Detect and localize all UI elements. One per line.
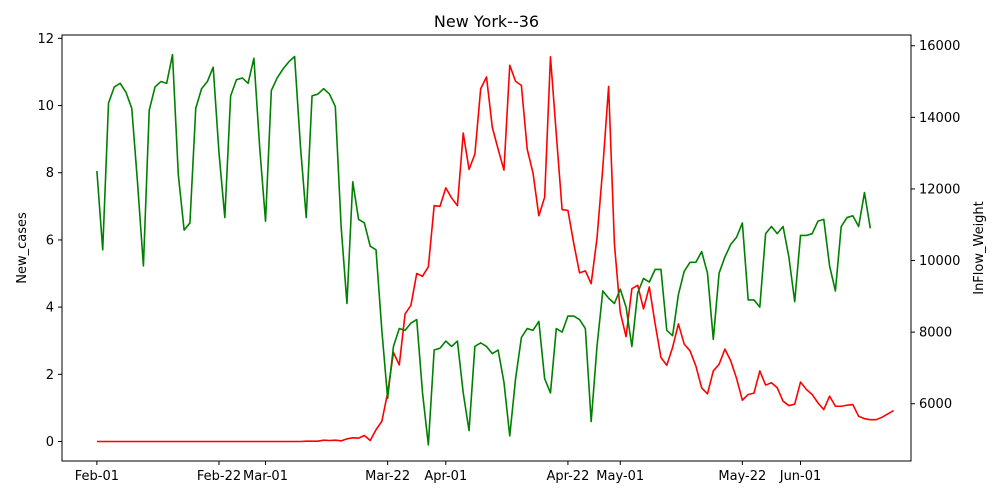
y-tick-label-right: 12000 [919, 182, 960, 197]
series-line-left-0 [96, 56, 894, 443]
plot-area [61, 34, 912, 462]
x-tick-label: Mar-22 [365, 469, 410, 484]
y-tick-label-right: 16000 [919, 39, 960, 54]
x-tick-label: Feb-22 [197, 469, 241, 484]
x-axis: Feb-01 Feb-22 Mar-01 Mar-22 Apr-01 Apr-22 May-… [75, 461, 822, 484]
x-tick-label: Apr-01 [424, 469, 467, 484]
chart-title: New York--36 [434, 12, 539, 31]
plot-frame [61, 34, 912, 462]
y-axis-left: 0 2 4 6 8 10 12 [37, 32, 62, 450]
x-tick-label: Jun-01 [779, 469, 822, 484]
y-tick-label-left: 6 [46, 233, 54, 248]
y-axis-left-title: New_cases [15, 212, 30, 284]
y-axis-right-title: InFlow_Weight [972, 201, 987, 295]
y-tick-label-left: 0 [46, 435, 54, 450]
y-tick-label-right: 10000 [919, 254, 960, 269]
x-tick-label: May-01 [596, 469, 644, 484]
y-tick-label-right: 6000 [919, 397, 952, 412]
y-tick-label-left: 10 [37, 99, 54, 114]
y-tick-label-left: 2 [46, 368, 54, 383]
y-tick-label-right: 8000 [919, 326, 952, 341]
y-tick-label-left: 4 [46, 301, 54, 316]
y-tick-label-right: 14000 [919, 111, 960, 126]
y-axis-right: 6000 8000 10000 12000 14000 16000 [911, 39, 960, 412]
x-tick-label: Apr-22 [546, 469, 589, 484]
y-tick-label-left: 8 [46, 166, 54, 181]
y-tick-label-left: 12 [37, 32, 54, 47]
series-line-right-1 [96, 53, 872, 446]
x-tick-label: Mar-01 [243, 469, 288, 484]
x-tick-label: May-22 [718, 469, 766, 484]
x-tick-label: Feb-01 [75, 469, 119, 484]
